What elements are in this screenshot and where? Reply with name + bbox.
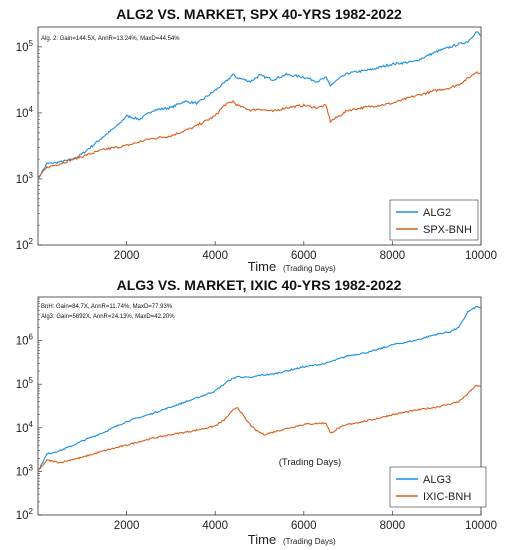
chart-2-legend: ALG3 IXIC-BNH (389, 466, 487, 508)
x-tick-label: 6000 (291, 520, 317, 532)
chart-1-legend: ALG2 SPX-BNH (389, 199, 479, 241)
x-tick-label: 4000 (202, 520, 228, 532)
series-line-2 (37, 384, 482, 472)
x-tick-label: 10000 (465, 520, 497, 532)
chart-2-legend-label-2: IXIC-BNH (423, 491, 471, 503)
x-tick-label: 2000 (114, 520, 140, 532)
chart-2-axes: 2000 4000 6000 8000 10000 102 103 104 105 106 (16, 298, 497, 532)
chart-1-xlabel-note: (Trading Days) (283, 264, 336, 273)
chart-1: ALG2 VS. MARKET, SPX 40-YRS 1982-2022 Al… (16, 6, 497, 274)
x-tick-label: 8000 (380, 520, 406, 532)
x-tick-label: 2000 (114, 250, 140, 262)
chart-2-xlabel-note: (Trading Days) (283, 537, 336, 546)
y-tick-label: 103 (16, 171, 34, 186)
y-tick-label: 106 (16, 333, 34, 348)
series-line-2 (37, 71, 482, 179)
chart-1-annotation-1: Alg. 2: Gain=144.5X, AnnR=13.24%, MaxD=4… (41, 36, 180, 42)
chart-1-legend-box (389, 199, 479, 241)
y-tick-label: 105 (16, 39, 34, 54)
chart-2: ALG3 VS. MARKET, IXIC 40-YRS 1982-2022 B… (16, 277, 497, 547)
y-tick-label: 102 (16, 237, 34, 252)
chart-2-annotation-2: Alg3: Gain=5692X, AnnR=24.13%, MaxD=42.2… (41, 314, 175, 320)
y-tick-label: 102 (16, 507, 34, 522)
chart-2-annotation-1: BnH: Gain=84.7X, AnnR=11.74%, MaxD=77.93… (41, 304, 173, 310)
chart-2-legend-box (389, 466, 487, 508)
y-tick-label: 103 (16, 463, 34, 478)
chart-2-title: ALG3 VS. MARKET, IXIC 40-YRS 1982-2022 (117, 277, 402, 293)
chart-1-xlabel: Time (248, 259, 276, 274)
chart-1-axes: 2000 4000 6000 8000 10000 102 103 104 105 (16, 39, 497, 262)
chart-1-series (37, 31, 482, 181)
x-tick-label: 4000 (202, 250, 228, 262)
series-line-1 (37, 31, 482, 181)
chart-2-xlabel: Time (248, 532, 276, 547)
chart-1-legend-label-1: ALG2 (423, 207, 451, 219)
chart-2-mid-note: (Trading Days) (279, 457, 341, 468)
chart-1-title: ALG2 VS. MARKET, SPX 40-YRS 1982-2022 (116, 6, 402, 22)
chart-2-series (37, 305, 482, 472)
x-tick-label: 6000 (291, 250, 317, 262)
y-tick-label: 104 (16, 420, 34, 435)
series-line-1 (37, 305, 482, 472)
y-tick-label: 105 (16, 376, 34, 391)
chart-2-legend-label-1: ALG3 (423, 474, 451, 486)
x-tick-label: 8000 (380, 250, 406, 262)
chart-1-legend-label-2: SPX-BNH (423, 224, 472, 236)
x-tick-label: 10000 (465, 250, 497, 262)
y-tick-label: 104 (16, 105, 34, 120)
